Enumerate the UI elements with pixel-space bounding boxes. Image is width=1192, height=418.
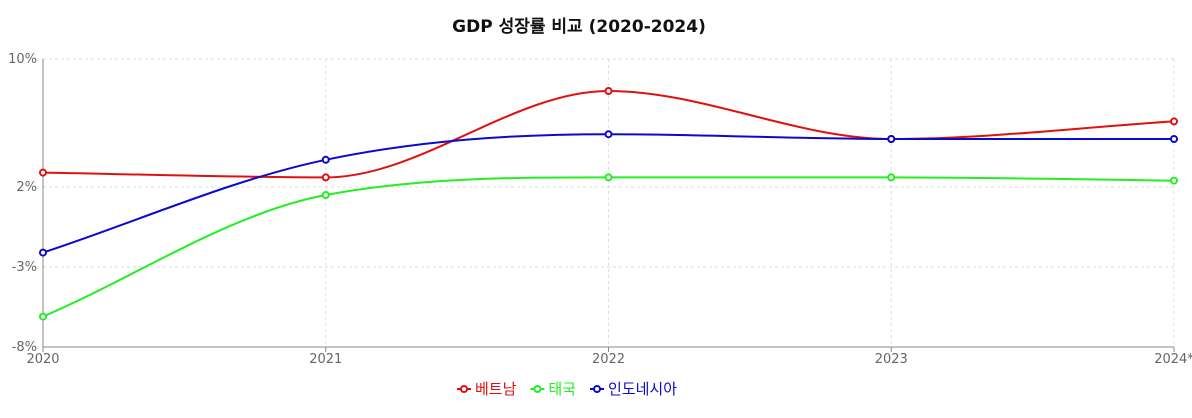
- legend-swatch-marker: [533, 385, 542, 393]
- legend-item[interactable]: 태국: [530, 380, 576, 398]
- y-tick-label: 2%: [16, 180, 37, 195]
- data-point[interactable]: [1170, 135, 1178, 143]
- data-point[interactable]: [39, 248, 47, 257]
- x-tick-label: 2022: [592, 352, 625, 367]
- x-tick-label: 2020: [26, 352, 59, 367]
- data-point[interactable]: [39, 312, 47, 321]
- x-tick-label: 2024*: [1154, 352, 1192, 367]
- legend[interactable]: 베트남 태국 인도네시아: [457, 380, 677, 398]
- data-point[interactable]: [887, 173, 896, 182]
- legend-label: 베트남: [475, 380, 517, 398]
- data-point[interactable]: [321, 155, 330, 164]
- y-tick-label: 10%: [8, 52, 37, 67]
- y-tick-label: -3%: [12, 260, 37, 275]
- data-point[interactable]: [604, 173, 613, 182]
- legend-swatch-marker: [593, 385, 602, 393]
- legend-swatch-marker: [460, 385, 468, 393]
- axes: -8% -3% 2% 10% 2020 2021 2022 2023 2024*: [8, 52, 1192, 367]
- grid-lines: [43, 58, 1175, 347]
- x-tick-label: 2021: [309, 352, 342, 367]
- chart-title: GDP 성장률 비교 (2020-2024): [452, 17, 706, 37]
- data-point[interactable]: [39, 168, 47, 177]
- x-tick-label: 2023: [875, 352, 908, 367]
- data-point[interactable]: [604, 87, 613, 95]
- data-point[interactable]: [604, 130, 613, 139]
- data-point[interactable]: [1170, 176, 1178, 185]
- data-point[interactable]: [887, 135, 896, 143]
- legend-label: 인도네시아: [608, 380, 677, 398]
- legend-item[interactable]: 인도네시아: [590, 380, 677, 398]
- data-point[interactable]: [321, 191, 330, 199]
- data-points: [39, 87, 1178, 321]
- legend-label: 태국: [548, 380, 576, 398]
- legend-item[interactable]: 베트남: [457, 380, 517, 398]
- data-point[interactable]: [1170, 117, 1178, 126]
- data-point[interactable]: [321, 173, 330, 182]
- y-tick-label: -8%: [12, 340, 37, 355]
